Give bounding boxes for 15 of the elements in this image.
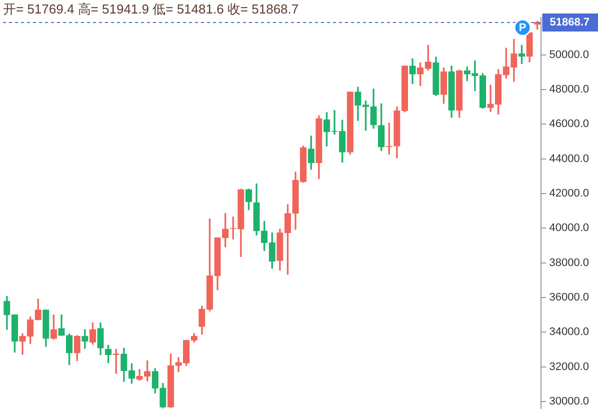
- y-tick-label: 32000.0: [549, 360, 590, 373]
- y-tick-label: 38000.0: [549, 256, 590, 269]
- y-tick-label: 44000.0: [549, 152, 590, 165]
- ref-line-label: 51868.7: [550, 16, 590, 29]
- y-tick-label: 48000.0: [549, 84, 590, 96]
- y-tick-label: 42000.0: [549, 188, 590, 200]
- chart-title: 开= 51769.4 高= 51941.9 低= 51481.6 收= 51868.7: [3, 1, 299, 16]
- y-tick-label: 30000.0: [549, 396, 590, 408]
- candlestick: [487, 84, 494, 112]
- y-tick-label: 34000.0: [549, 326, 590, 338]
- y-tick-label: 36000.0: [549, 292, 590, 304]
- y-tick-label: 50000.0: [549, 48, 590, 61]
- annotation: P: [518, 22, 526, 34]
- y-tick-label: 40000.0: [549, 222, 590, 234]
- y-tick-label: 46000.0: [549, 118, 590, 130]
